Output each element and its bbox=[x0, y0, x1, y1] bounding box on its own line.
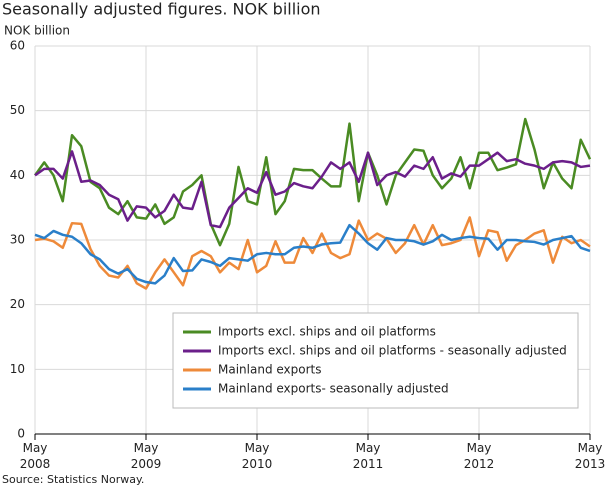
x-tick-label-line: 2009 bbox=[131, 457, 162, 471]
series-line bbox=[33, 117, 592, 247]
x-tick-label-line: May bbox=[134, 441, 159, 455]
x-tick-label: May 2010 bbox=[242, 441, 273, 471]
x-tick-label: May 2011 bbox=[353, 441, 384, 471]
y-tick-label: 20 bbox=[10, 297, 25, 311]
legend-label: Imports excl. ships and oil platforms bbox=[218, 325, 436, 339]
legend-box bbox=[172, 312, 579, 409]
x-tick-label-line: May bbox=[467, 441, 492, 455]
x-tick-label-line: May bbox=[245, 441, 270, 455]
y-tick-label: 60 bbox=[10, 39, 25, 53]
x-tick-label: May 2009 bbox=[131, 441, 162, 471]
x-tick-label: May 2008 bbox=[20, 441, 51, 471]
y-axis-label: NOK billion bbox=[4, 24, 70, 38]
y-tick-label: 30 bbox=[10, 233, 25, 247]
y-tick-label: 50 bbox=[10, 103, 25, 117]
x-tick-label-line: 2008 bbox=[20, 457, 51, 471]
x-tick-label-line: May bbox=[578, 441, 603, 455]
y-tick-label: 0 bbox=[17, 427, 25, 441]
legend-label: Mainland exports- seasonally adjusted bbox=[218, 382, 449, 396]
x-tick-label-line: 2012 bbox=[464, 457, 495, 471]
y-tick-label: 10 bbox=[10, 362, 25, 376]
source: Source: Statistics Norway. bbox=[2, 473, 144, 486]
y-tick-label: 40 bbox=[10, 168, 25, 182]
x-tick-label-line: May bbox=[356, 441, 381, 455]
x-tick-label-line: 2010 bbox=[242, 457, 273, 471]
chart-title: Seasonally adjusted figures. NOK billion bbox=[2, 0, 321, 19]
x-tick-label-line: 2013 bbox=[575, 457, 606, 471]
x-tick-label-line: 2011 bbox=[353, 457, 384, 471]
legend-label: Imports excl. ships and oil platforms - … bbox=[218, 344, 567, 358]
x-tick-label: May 2012 bbox=[464, 441, 495, 471]
x-tick-label-line: May bbox=[23, 441, 48, 455]
legend-label: Mainland exports bbox=[218, 363, 322, 377]
series-line bbox=[34, 216, 591, 290]
x-tick-label: May 2013 bbox=[575, 441, 606, 471]
series-line bbox=[34, 223, 591, 285]
series-line bbox=[34, 150, 591, 229]
